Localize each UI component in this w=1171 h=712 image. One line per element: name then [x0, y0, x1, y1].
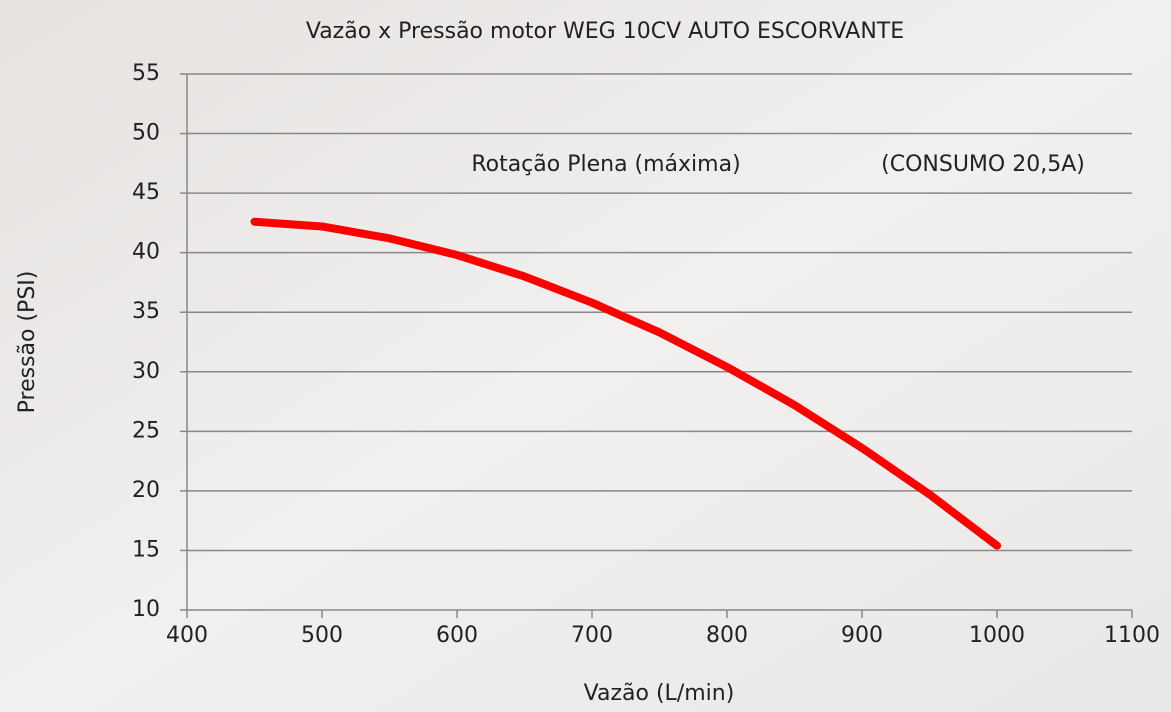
x-tick-label: 1000 [969, 623, 1025, 648]
annotation: Rotação Plena (máxima) [471, 152, 740, 177]
x-tick-label: 900 [841, 623, 883, 648]
y-tick-label: 55 [132, 61, 160, 86]
annotation: (CONSUMO 20,5A) [881, 152, 1085, 177]
x-tick-label: 400 [166, 623, 208, 648]
x-tick-label: 800 [706, 623, 748, 648]
y-tick-label: 10 [132, 597, 160, 622]
y-tick-label: 15 [132, 537, 160, 562]
y-tick-label: 25 [132, 418, 160, 443]
y-tick-label: 20 [132, 478, 160, 503]
y-tick-label: 45 [132, 180, 160, 205]
chart: Vazão x Pressão motor WEG 10CV AUTO ESCO… [0, 0, 1171, 712]
y-tick-label: 40 [132, 240, 160, 265]
y-tick-label: 35 [132, 299, 160, 324]
y-tick-label: 30 [132, 359, 160, 384]
x-tick-label: 500 [301, 623, 343, 648]
y-axis-label: Pressão (PSI) [15, 271, 40, 414]
x-tick-label: 1100 [1104, 623, 1160, 648]
chart-title: Vazão x Pressão motor WEG 10CV AUTO ESCO… [306, 19, 904, 44]
x-tick-label: 700 [571, 623, 613, 648]
x-axis-label: Vazão (L/min) [584, 681, 735, 706]
y-tick-label: 50 [132, 121, 160, 146]
x-tick-label: 600 [436, 623, 478, 648]
background [0, 0, 1171, 712]
